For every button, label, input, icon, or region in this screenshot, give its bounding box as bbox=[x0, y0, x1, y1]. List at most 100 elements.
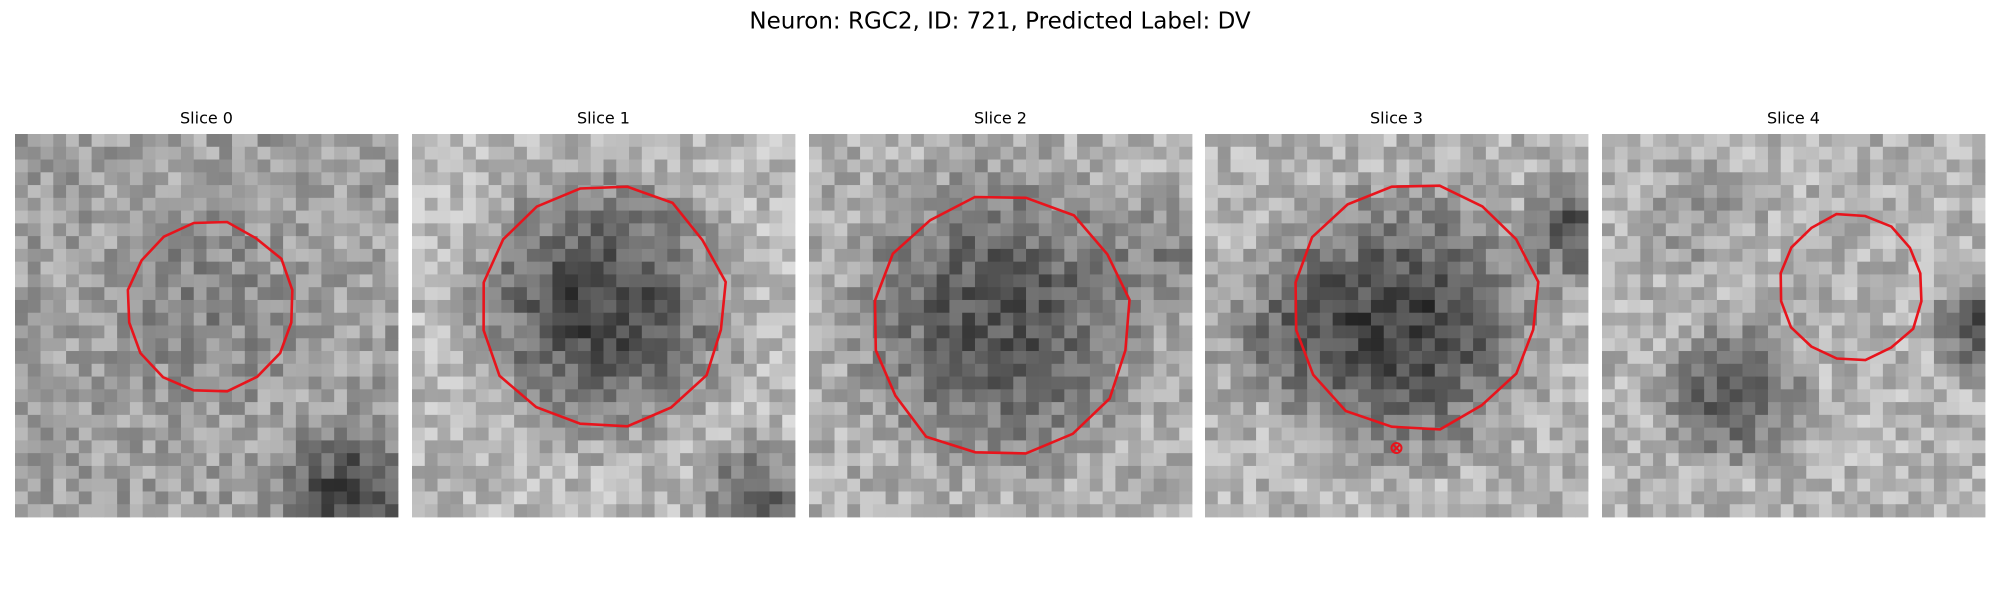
pixel bbox=[1179, 223, 1193, 237]
pixel bbox=[1806, 491, 1820, 505]
pixel bbox=[898, 440, 912, 454]
pixel bbox=[809, 236, 823, 250]
pixel bbox=[1064, 223, 1078, 237]
pixel bbox=[923, 465, 938, 480]
pixel bbox=[936, 363, 950, 377]
pixel bbox=[743, 172, 758, 186]
pixel bbox=[1549, 414, 1563, 429]
pixel bbox=[590, 287, 604, 301]
pixel bbox=[180, 427, 195, 441]
pixel bbox=[372, 351, 386, 365]
pixel bbox=[1345, 248, 1359, 263]
pixel bbox=[539, 210, 553, 224]
pixel bbox=[1793, 185, 1807, 199]
pixel bbox=[782, 299, 796, 314]
pixel bbox=[1767, 363, 1782, 377]
pixel bbox=[1946, 363, 1960, 377]
pixel bbox=[1217, 185, 1231, 199]
pixel bbox=[1653, 146, 1667, 160]
pixel bbox=[244, 478, 258, 492]
pixel bbox=[1217, 427, 1231, 441]
pixel bbox=[1460, 363, 1474, 377]
pixel bbox=[1077, 172, 1091, 186]
pixel bbox=[283, 453, 297, 467]
pixel bbox=[1755, 363, 1769, 377]
pixel bbox=[847, 478, 861, 492]
pixel bbox=[142, 223, 156, 237]
pixel bbox=[769, 299, 783, 314]
pixel bbox=[1370, 338, 1385, 352]
pixel bbox=[193, 325, 207, 339]
pixel bbox=[488, 312, 502, 326]
pixel bbox=[526, 389, 541, 403]
pixel bbox=[244, 146, 258, 160]
pixel bbox=[193, 287, 207, 301]
pixel bbox=[1806, 402, 1820, 416]
pixel bbox=[565, 261, 579, 275]
pixel bbox=[1793, 465, 1807, 480]
pixel bbox=[193, 146, 207, 160]
pixel bbox=[936, 453, 950, 467]
pixel bbox=[1921, 491, 1935, 505]
pixel bbox=[1755, 287, 1769, 301]
pixel bbox=[488, 134, 502, 148]
pixel bbox=[1345, 478, 1359, 492]
pixel bbox=[1422, 134, 1436, 148]
pixel bbox=[219, 159, 233, 173]
pixel bbox=[1217, 274, 1231, 288]
pixel bbox=[346, 453, 361, 467]
pixel bbox=[949, 146, 963, 160]
pixel bbox=[821, 402, 835, 416]
pixel bbox=[577, 172, 592, 186]
pixel bbox=[1755, 465, 1769, 480]
pixel bbox=[1729, 248, 1743, 263]
pixel bbox=[117, 376, 131, 390]
pixel bbox=[514, 504, 528, 518]
pixel bbox=[1678, 389, 1692, 403]
pixel bbox=[1575, 491, 1589, 505]
pixel bbox=[1294, 210, 1308, 224]
pixel bbox=[1013, 287, 1027, 301]
pixel bbox=[705, 172, 719, 186]
pixel bbox=[1691, 389, 1705, 403]
pixel bbox=[885, 210, 899, 224]
pixel bbox=[987, 363, 1001, 377]
pixel bbox=[809, 338, 823, 352]
pixel bbox=[346, 440, 361, 454]
pixel bbox=[821, 338, 835, 352]
pixel bbox=[334, 312, 348, 326]
pixel bbox=[219, 440, 233, 454]
pixel bbox=[1704, 287, 1718, 301]
pixel bbox=[526, 287, 541, 301]
pixel bbox=[463, 376, 477, 390]
pixel bbox=[1268, 261, 1282, 275]
pixel bbox=[1793, 427, 1807, 441]
pixel bbox=[616, 274, 630, 288]
pixel bbox=[577, 351, 592, 365]
pixel bbox=[1806, 210, 1820, 224]
pixel bbox=[1358, 172, 1372, 186]
pixel bbox=[1653, 427, 1667, 441]
pixel bbox=[1870, 134, 1884, 148]
pixel bbox=[962, 427, 976, 441]
pixel bbox=[782, 376, 796, 390]
pixel bbox=[1000, 465, 1014, 480]
pixel bbox=[1307, 185, 1321, 199]
pixel bbox=[501, 504, 515, 518]
pixel bbox=[847, 134, 861, 148]
pixel bbox=[1959, 248, 1973, 263]
pixel bbox=[629, 134, 643, 148]
pixel bbox=[244, 440, 258, 454]
pixel bbox=[321, 504, 335, 518]
pixel bbox=[232, 159, 246, 173]
pixel bbox=[1358, 159, 1372, 173]
pixel bbox=[1755, 299, 1769, 314]
pixel bbox=[1153, 440, 1167, 454]
pixel bbox=[346, 478, 361, 492]
pixel bbox=[1434, 274, 1448, 288]
pixel bbox=[1089, 402, 1104, 416]
pixel bbox=[1243, 376, 1257, 390]
pixel bbox=[1857, 185, 1871, 199]
pixel bbox=[412, 159, 426, 173]
pixel bbox=[232, 325, 246, 339]
